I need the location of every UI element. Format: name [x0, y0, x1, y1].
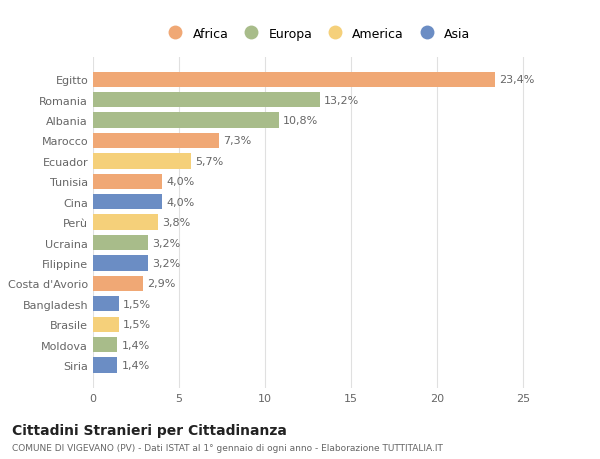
- Text: 1,4%: 1,4%: [121, 360, 149, 370]
- Text: 2,9%: 2,9%: [147, 279, 176, 289]
- Legend: Africa, Europa, America, Asia: Africa, Europa, America, Asia: [159, 24, 474, 45]
- Bar: [93, 73, 496, 88]
- Text: 3,2%: 3,2%: [152, 258, 181, 269]
- Text: 5,7%: 5,7%: [195, 157, 224, 167]
- Bar: [93, 256, 148, 271]
- Text: 23,4%: 23,4%: [500, 75, 535, 85]
- Bar: [93, 215, 158, 230]
- Bar: [93, 358, 117, 373]
- Text: 4,0%: 4,0%: [166, 177, 194, 187]
- Bar: [93, 113, 278, 129]
- Bar: [93, 134, 218, 149]
- Text: Cittadini Stranieri per Cittadinanza: Cittadini Stranieri per Cittadinanza: [12, 423, 287, 437]
- Bar: [93, 276, 143, 291]
- Bar: [93, 93, 320, 108]
- Text: 3,8%: 3,8%: [163, 218, 191, 228]
- Text: COMUNE DI VIGEVANO (PV) - Dati ISTAT al 1° gennaio di ogni anno - Elaborazione T: COMUNE DI VIGEVANO (PV) - Dati ISTAT al …: [12, 443, 443, 452]
- Text: 1,5%: 1,5%: [123, 299, 151, 309]
- Bar: [93, 195, 162, 210]
- Bar: [93, 337, 117, 353]
- Text: 3,2%: 3,2%: [152, 238, 181, 248]
- Bar: [93, 174, 162, 190]
- Text: 10,8%: 10,8%: [283, 116, 318, 126]
- Text: 1,4%: 1,4%: [121, 340, 149, 350]
- Text: 1,5%: 1,5%: [123, 319, 151, 330]
- Text: 7,3%: 7,3%: [223, 136, 251, 146]
- Bar: [93, 154, 191, 169]
- Text: 13,2%: 13,2%: [324, 95, 359, 106]
- Bar: [93, 297, 119, 312]
- Text: 4,0%: 4,0%: [166, 197, 194, 207]
- Bar: [93, 235, 148, 251]
- Bar: [93, 317, 119, 332]
